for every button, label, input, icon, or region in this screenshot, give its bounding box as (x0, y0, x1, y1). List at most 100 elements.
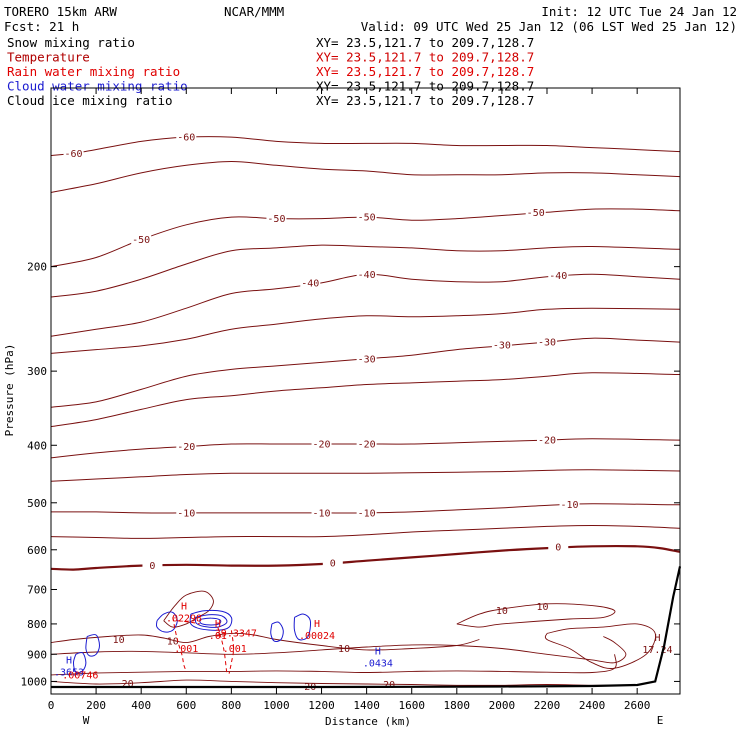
contour-label: -60 (65, 149, 83, 160)
contour-label: 20 (122, 679, 134, 690)
isotherm-line (544, 623, 656, 669)
y-tick-label: 500 (27, 497, 47, 510)
isotherm-line (50, 372, 681, 428)
isotherm-line (50, 307, 681, 354)
contour-label: 10 (113, 635, 125, 646)
x-tick-label: 600 (176, 699, 196, 712)
field-name: Rain water mixing ratio (7, 64, 180, 79)
y-tick-label: 300 (27, 365, 47, 378)
contour-label-bg (525, 206, 546, 219)
contour-label-bg (559, 498, 580, 511)
field-xy-range: XY= 23.5,121.7 to 209.7,128.7 (316, 93, 534, 108)
x-axis-label: Distance (km) (325, 715, 411, 728)
cloud-water-maximum: H.3653 (54, 656, 84, 679)
contour-label: -50 (132, 235, 150, 246)
temperature-contour (50, 469, 681, 482)
temperature-contour: 0 0 0 (50, 541, 681, 572)
contour-label-bg (548, 541, 569, 554)
x-tick-label: 1800 (444, 699, 471, 712)
cloud-water-contour (194, 614, 228, 628)
y-tick-label: 800 (27, 618, 47, 631)
temperature-contour (50, 524, 681, 539)
x-tick-label: 2000 (489, 699, 516, 712)
contour-label: -40 (549, 271, 567, 282)
rain-maximum: H.01 (209, 619, 227, 642)
init-time: Init: 12 UTC Tue 24 Jan 12 (541, 4, 737, 19)
cloud-water-contour (85, 634, 101, 657)
rain-maximum: H.00024 (299, 619, 335, 642)
cloud-water-contour (72, 651, 87, 674)
contour-label: -50 (267, 214, 285, 225)
contour-label-bg (131, 233, 152, 246)
contour-label-bg (176, 131, 197, 144)
cloud-water-contour (270, 621, 284, 643)
max-value: .02298 (166, 614, 202, 625)
max-marker: H (375, 646, 381, 657)
contour-label: -30 (358, 354, 376, 365)
contour-label: -50 (358, 213, 376, 224)
east-label: E (657, 714, 664, 727)
valid-time: Valid: 09 UTC Wed 25 Jan 12 (06 LST Wed … (361, 19, 737, 34)
contour-label: 10 (496, 606, 508, 617)
isotherm-line (50, 244, 681, 298)
plot-frame (50, 87, 681, 695)
isotherm-line (50, 503, 681, 514)
contour-label: -20 (177, 442, 195, 453)
temperature-contour: -60 -60 (50, 131, 681, 160)
max-marker: H (66, 656, 72, 667)
y-tick-label: 900 (27, 648, 47, 661)
cloud-water-contour (293, 613, 312, 641)
contour-label-bg (142, 559, 163, 572)
field-xy-range: XY= 23.5,121.7 to 209.7,128.7 (316, 50, 534, 65)
contour-label-bg (356, 352, 377, 365)
contour-label-bg (311, 506, 332, 519)
contour-label-bg (536, 434, 557, 447)
y-axis-label: Pressure (hPa) (3, 344, 16, 437)
max-value: 17.24 (642, 645, 672, 656)
contour-label: -20 (313, 439, 331, 450)
rain-contour (228, 630, 235, 674)
contour-label: -10 (177, 508, 195, 519)
contour-label: -50 (527, 208, 545, 219)
contour-label: -30 (493, 340, 511, 351)
cloud-water-contour (189, 609, 233, 631)
x-tick-label: 200 (86, 699, 106, 712)
field-xy-range: XY= 23.5,121.7 to 209.7,128.7 (316, 64, 534, 79)
plot-area: -60-60-50-50 -50 -50-40-40 -40-30-30 -30-20-… (50, 131, 682, 693)
isotherm-line (50, 524, 681, 539)
contour-label-bg (356, 211, 377, 224)
field-name: Temperature (7, 50, 90, 65)
rain-label: .00746 (62, 670, 98, 681)
cloud-water-contour (155, 611, 178, 633)
contour-label: 10 (338, 644, 350, 655)
temperature-contour: -50 -50 -50 -50 (50, 206, 681, 268)
x-tick-label: 400 (131, 699, 151, 712)
field-name: Cloud water mixing ratio (7, 79, 188, 94)
temperature-contour: -20 -20 -20 -20 (50, 434, 681, 459)
max-marker: H (314, 619, 320, 630)
isotherm-line (50, 469, 681, 482)
max-marker: H (654, 633, 660, 644)
contour-label-bg (536, 336, 557, 349)
x-tick-label: 1400 (353, 699, 380, 712)
forecast-hour: Fcst: 21 h (4, 19, 79, 34)
contour-label-bg (266, 212, 287, 225)
rain-label: .001 (174, 644, 198, 655)
isotherm-line (50, 160, 681, 193)
x-tick-label: 1200 (308, 699, 335, 712)
rain-label: .001 (223, 644, 247, 655)
contour-label-bg (356, 437, 377, 450)
contour-label-bg (176, 506, 197, 519)
y-tick-label: 400 (27, 439, 47, 452)
x-tick-label: 2400 (579, 699, 606, 712)
temperature-contour: -10 -10 -10 -10 (50, 498, 681, 519)
isotherm-line (50, 654, 617, 676)
contour-label: 0 (330, 559, 336, 570)
contour-label: -10 (358, 508, 376, 519)
contour-label-bg (356, 506, 377, 519)
y-tick-label: 200 (27, 261, 47, 274)
model-title: TORERO 15km ARW (4, 4, 117, 19)
contour-label-bg (491, 338, 512, 351)
field-legend: Snow mixing ratio XY= 23.5,121.7 to 209.7… (7, 35, 534, 108)
